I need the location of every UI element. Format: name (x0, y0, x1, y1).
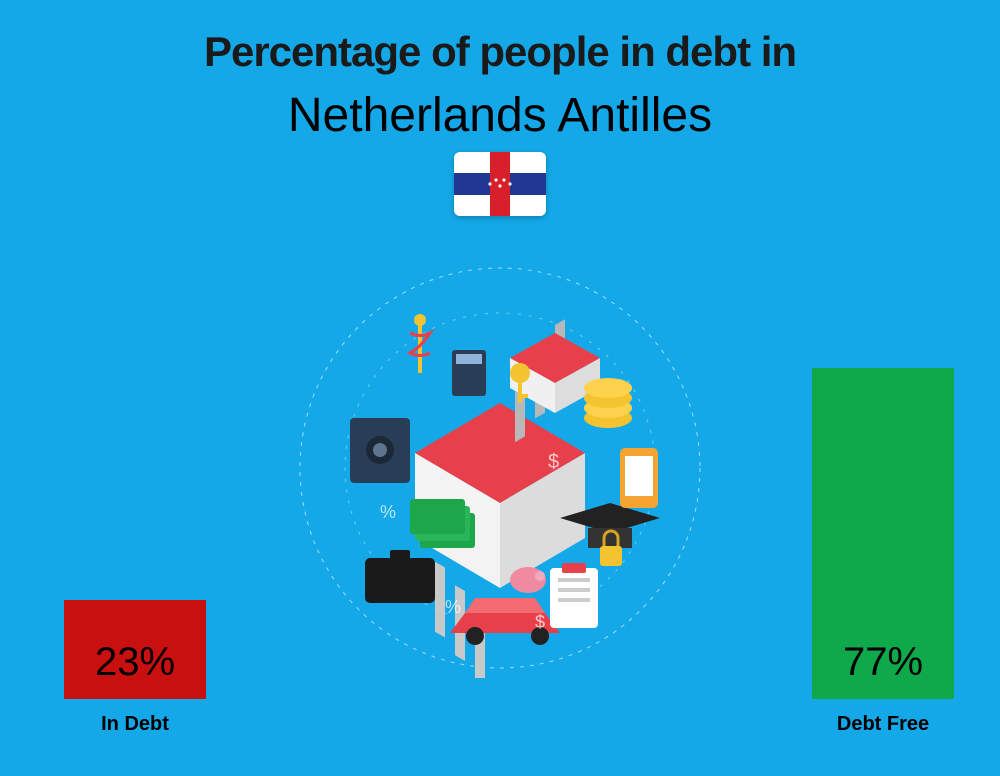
clipboard-icon (550, 563, 598, 628)
dollar-symbol: $ (535, 612, 545, 632)
bar-value-debt-free: 77% (812, 640, 954, 685)
cash-stack-icon (410, 499, 475, 548)
finance-illustration-svg: % % $ $ (290, 258, 710, 678)
percent-symbol: % (380, 502, 396, 522)
percent-symbol: % (445, 597, 461, 617)
finance-illustration: % % $ $ (290, 258, 710, 678)
bar-in-debt: 23% In Debt (64, 600, 206, 736)
dollar-symbol: $ (548, 451, 559, 473)
title-sub: Netherlands Antilles (0, 88, 1000, 143)
title-main: Percentage of people in debt in (0, 28, 1000, 76)
bar-rect-debt-free: 77% (812, 368, 954, 699)
flag-svg (454, 152, 546, 216)
calculator-icon (452, 350, 486, 396)
piggybank-icon (510, 567, 546, 593)
caduceus-icon (410, 314, 430, 373)
bar-label-in-debt: In Debt (64, 713, 206, 736)
safe-icon (350, 418, 410, 483)
bar-value-in-debt: 23% (64, 640, 206, 685)
flag-netherlands-antilles (454, 152, 546, 216)
bar-rect-in-debt: 23% (64, 600, 206, 699)
phone-icon (620, 448, 658, 508)
coins-icon (584, 378, 632, 428)
bar-debt-free: 77% Debt Free (812, 368, 954, 736)
bar-label-debt-free: Debt Free (812, 713, 954, 736)
briefcase-icon (365, 550, 435, 603)
